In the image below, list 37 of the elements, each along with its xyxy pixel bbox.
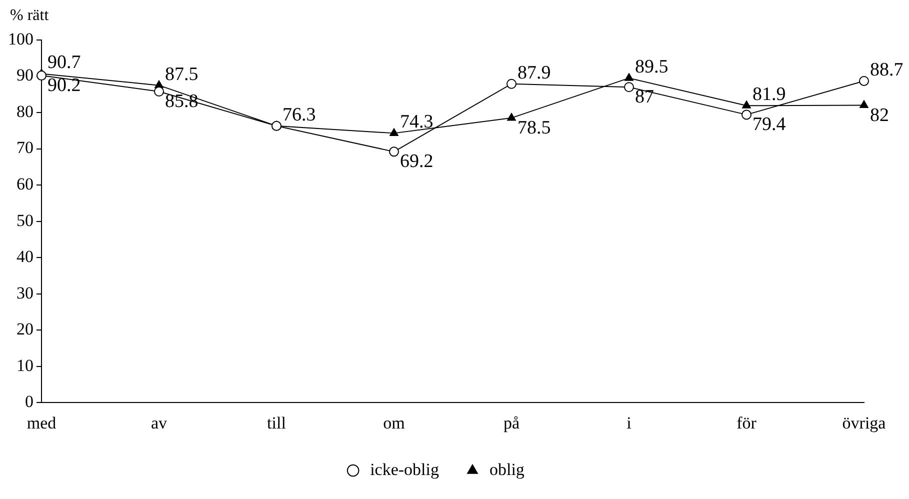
data-label: 85.8 <box>165 90 198 112</box>
x-tick-label: av <box>150 413 168 432</box>
y-tick-label: 50 <box>16 210 34 230</box>
x-tick-label: med <box>26 413 57 432</box>
x-tick-label: till <box>267 413 286 432</box>
y-axis-title: % rätt <box>10 7 50 24</box>
data-label: 88.7 <box>870 59 904 80</box>
x-tick-label: på <box>503 413 520 432</box>
data-label: 74.3 <box>400 112 434 133</box>
data-label: 87 <box>635 86 654 108</box>
data-label: 89.5 <box>635 56 668 78</box>
legend-label: icke-oblig <box>370 460 440 479</box>
data-label: 79.4 <box>752 114 786 136</box>
y-tick-label: 40 <box>16 247 34 266</box>
x-tick-label: om <box>383 413 405 432</box>
data-label: 90.7 <box>48 52 81 74</box>
data-label: 69.2 <box>400 151 434 172</box>
data-label: 90.2 <box>48 75 81 96</box>
y-tick-label: 60 <box>16 174 34 194</box>
y-tick-label: 70 <box>16 138 34 158</box>
y-tick-label: 80 <box>16 102 34 121</box>
data-label: 82 <box>870 104 889 126</box>
data-label: 81.9 <box>752 84 786 106</box>
legend-label: oblig <box>489 460 525 479</box>
x-tick-label: i <box>626 413 632 432</box>
x-tick-label: för <box>736 413 757 432</box>
y-tick-label: 10 <box>16 356 34 375</box>
y-tick-label: 20 <box>16 320 34 339</box>
y-tick-label: 90 <box>16 66 34 85</box>
x-tick-label: övriga <box>842 413 886 432</box>
y-tick-label: 100 <box>8 29 34 48</box>
data-label: 87.9 <box>518 62 551 84</box>
y-tick-label: 0 <box>25 392 34 412</box>
y-tick-label: 30 <box>16 283 34 302</box>
data-label: 87.5 <box>165 64 198 85</box>
data-label: 78.5 <box>518 117 551 138</box>
data-label: 76.3 <box>282 104 316 126</box>
